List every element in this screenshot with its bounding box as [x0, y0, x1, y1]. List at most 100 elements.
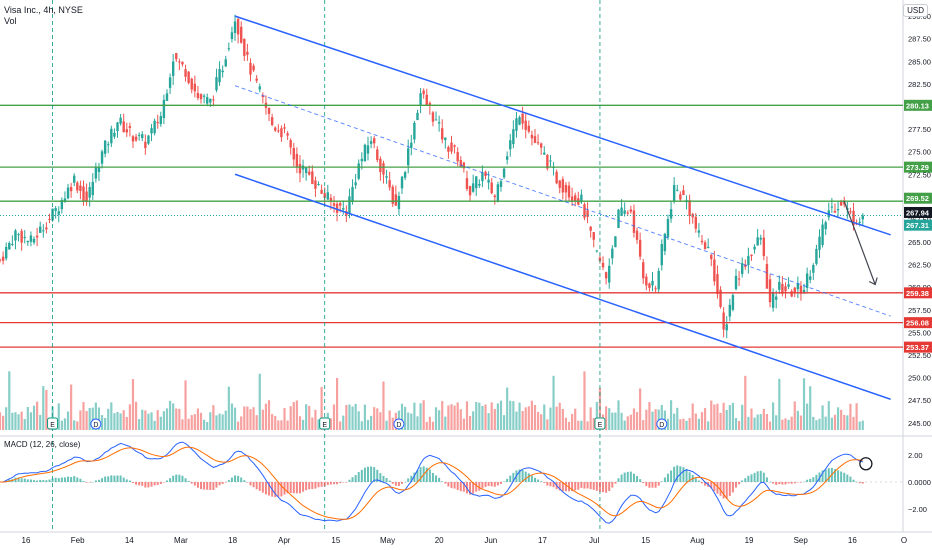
macd-hist-bar — [348, 479, 351, 482]
macd-tick-label: 2.00 — [908, 451, 923, 460]
macd-hist-bar — [700, 482, 703, 484]
volume-bar — [620, 412, 623, 430]
volume-bar — [283, 408, 286, 430]
candle-body — [437, 122, 441, 124]
candle-body — [471, 183, 475, 192]
volume-bar — [846, 415, 849, 430]
macd-hist-bar — [258, 482, 261, 491]
volume-bar — [329, 418, 332, 430]
earnings-marker — [47, 417, 59, 430]
volume-bar — [267, 400, 271, 430]
macd-hist-bar — [138, 482, 141, 486]
volume-bar — [815, 420, 818, 430]
macd-hist-bar — [82, 480, 85, 482]
volume-bar — [802, 378, 806, 430]
volume-bar — [400, 403, 404, 430]
volume-bar — [756, 414, 759, 430]
currency-badge[interactable]: USD — [903, 4, 928, 17]
volume-bar — [465, 401, 469, 430]
volume-bar — [710, 400, 713, 430]
candle-body — [527, 125, 531, 132]
macd-hist-bar — [357, 472, 360, 482]
candle-body — [611, 248, 614, 259]
macd-hist-bar — [97, 479, 100, 482]
candle-body — [502, 168, 506, 178]
volume-bar — [209, 412, 212, 430]
macd-hist-bar — [196, 482, 199, 488]
macd-hist-bar — [14, 477, 17, 482]
macd-hist-bar — [518, 469, 521, 482]
macd-hist-bar — [410, 475, 413, 482]
candle-body — [728, 304, 732, 317]
candle-body — [274, 127, 277, 131]
macd-hist-bar — [747, 475, 750, 482]
volume-bar — [150, 412, 153, 430]
macd-hist-bar — [153, 482, 156, 486]
price-level-label: 267.94 — [906, 208, 930, 217]
candle-body — [137, 134, 141, 136]
volume-bar — [843, 414, 846, 430]
volume-bar — [768, 421, 772, 430]
macd-hist-bar — [632, 473, 635, 482]
macd-hist-bar — [125, 479, 128, 482]
volume-bar — [227, 386, 230, 430]
price-tick-label: 277.50 — [908, 125, 931, 134]
macd-hist-bar — [762, 472, 765, 482]
volume-bar — [156, 410, 159, 430]
candle-body — [694, 216, 698, 229]
macd-hist-bar — [169, 478, 172, 482]
candle-body — [209, 98, 212, 103]
macd-hist-bar — [484, 482, 487, 487]
macd-hist-bar — [490, 482, 493, 487]
volume-bar — [806, 403, 809, 430]
candle-body — [342, 208, 345, 210]
volume-bar — [447, 405, 450, 430]
macd-hist-bar — [311, 482, 314, 489]
volume-bar — [580, 420, 583, 430]
volume-bar — [725, 409, 728, 430]
volume-bar — [772, 402, 775, 430]
volume-bar — [141, 409, 144, 430]
macd-hist-bar — [135, 482, 138, 485]
volume-bar — [583, 371, 586, 430]
candle-body — [533, 136, 537, 143]
volume-bar — [775, 415, 778, 430]
candle-body — [280, 128, 283, 138]
dividend-marker — [393, 418, 405, 430]
macd-hist-bar — [533, 477, 536, 482]
volume-bar — [261, 409, 264, 430]
volume-bar — [490, 402, 493, 430]
candle-body — [94, 167, 98, 179]
volume-bar — [679, 419, 682, 430]
volume-bar — [39, 414, 42, 430]
macd-hist-bar — [503, 481, 506, 483]
volume-bar — [836, 407, 840, 430]
volume-bar — [648, 402, 651, 430]
candle-body — [703, 242, 707, 250]
candle-body — [153, 120, 156, 134]
macd-hist-bar — [833, 469, 836, 482]
macd-hist-bar — [419, 467, 422, 482]
volume-bar — [611, 412, 614, 430]
macd-hist-bar — [206, 482, 209, 490]
volume-bar — [125, 416, 128, 430]
macd-hist-bar — [568, 482, 571, 492]
candle-body — [536, 142, 540, 144]
volume-bar — [147, 413, 150, 430]
macd-hist-bar — [577, 482, 580, 490]
volume-bar — [131, 379, 135, 430]
macd-hist-bar — [704, 482, 707, 486]
volume-bar — [178, 408, 181, 430]
candle-body — [181, 61, 184, 65]
macd-hist-bar — [394, 482, 397, 486]
volume-bar — [744, 375, 747, 430]
macd-hist-bar — [738, 482, 741, 485]
candle-body — [369, 141, 373, 144]
volume-bar — [734, 417, 738, 430]
candle-body — [546, 154, 549, 169]
macd-hist-bar — [719, 482, 722, 496]
volume-bar — [215, 415, 218, 430]
volume-bar — [360, 421, 363, 430]
candle-body — [524, 120, 527, 130]
